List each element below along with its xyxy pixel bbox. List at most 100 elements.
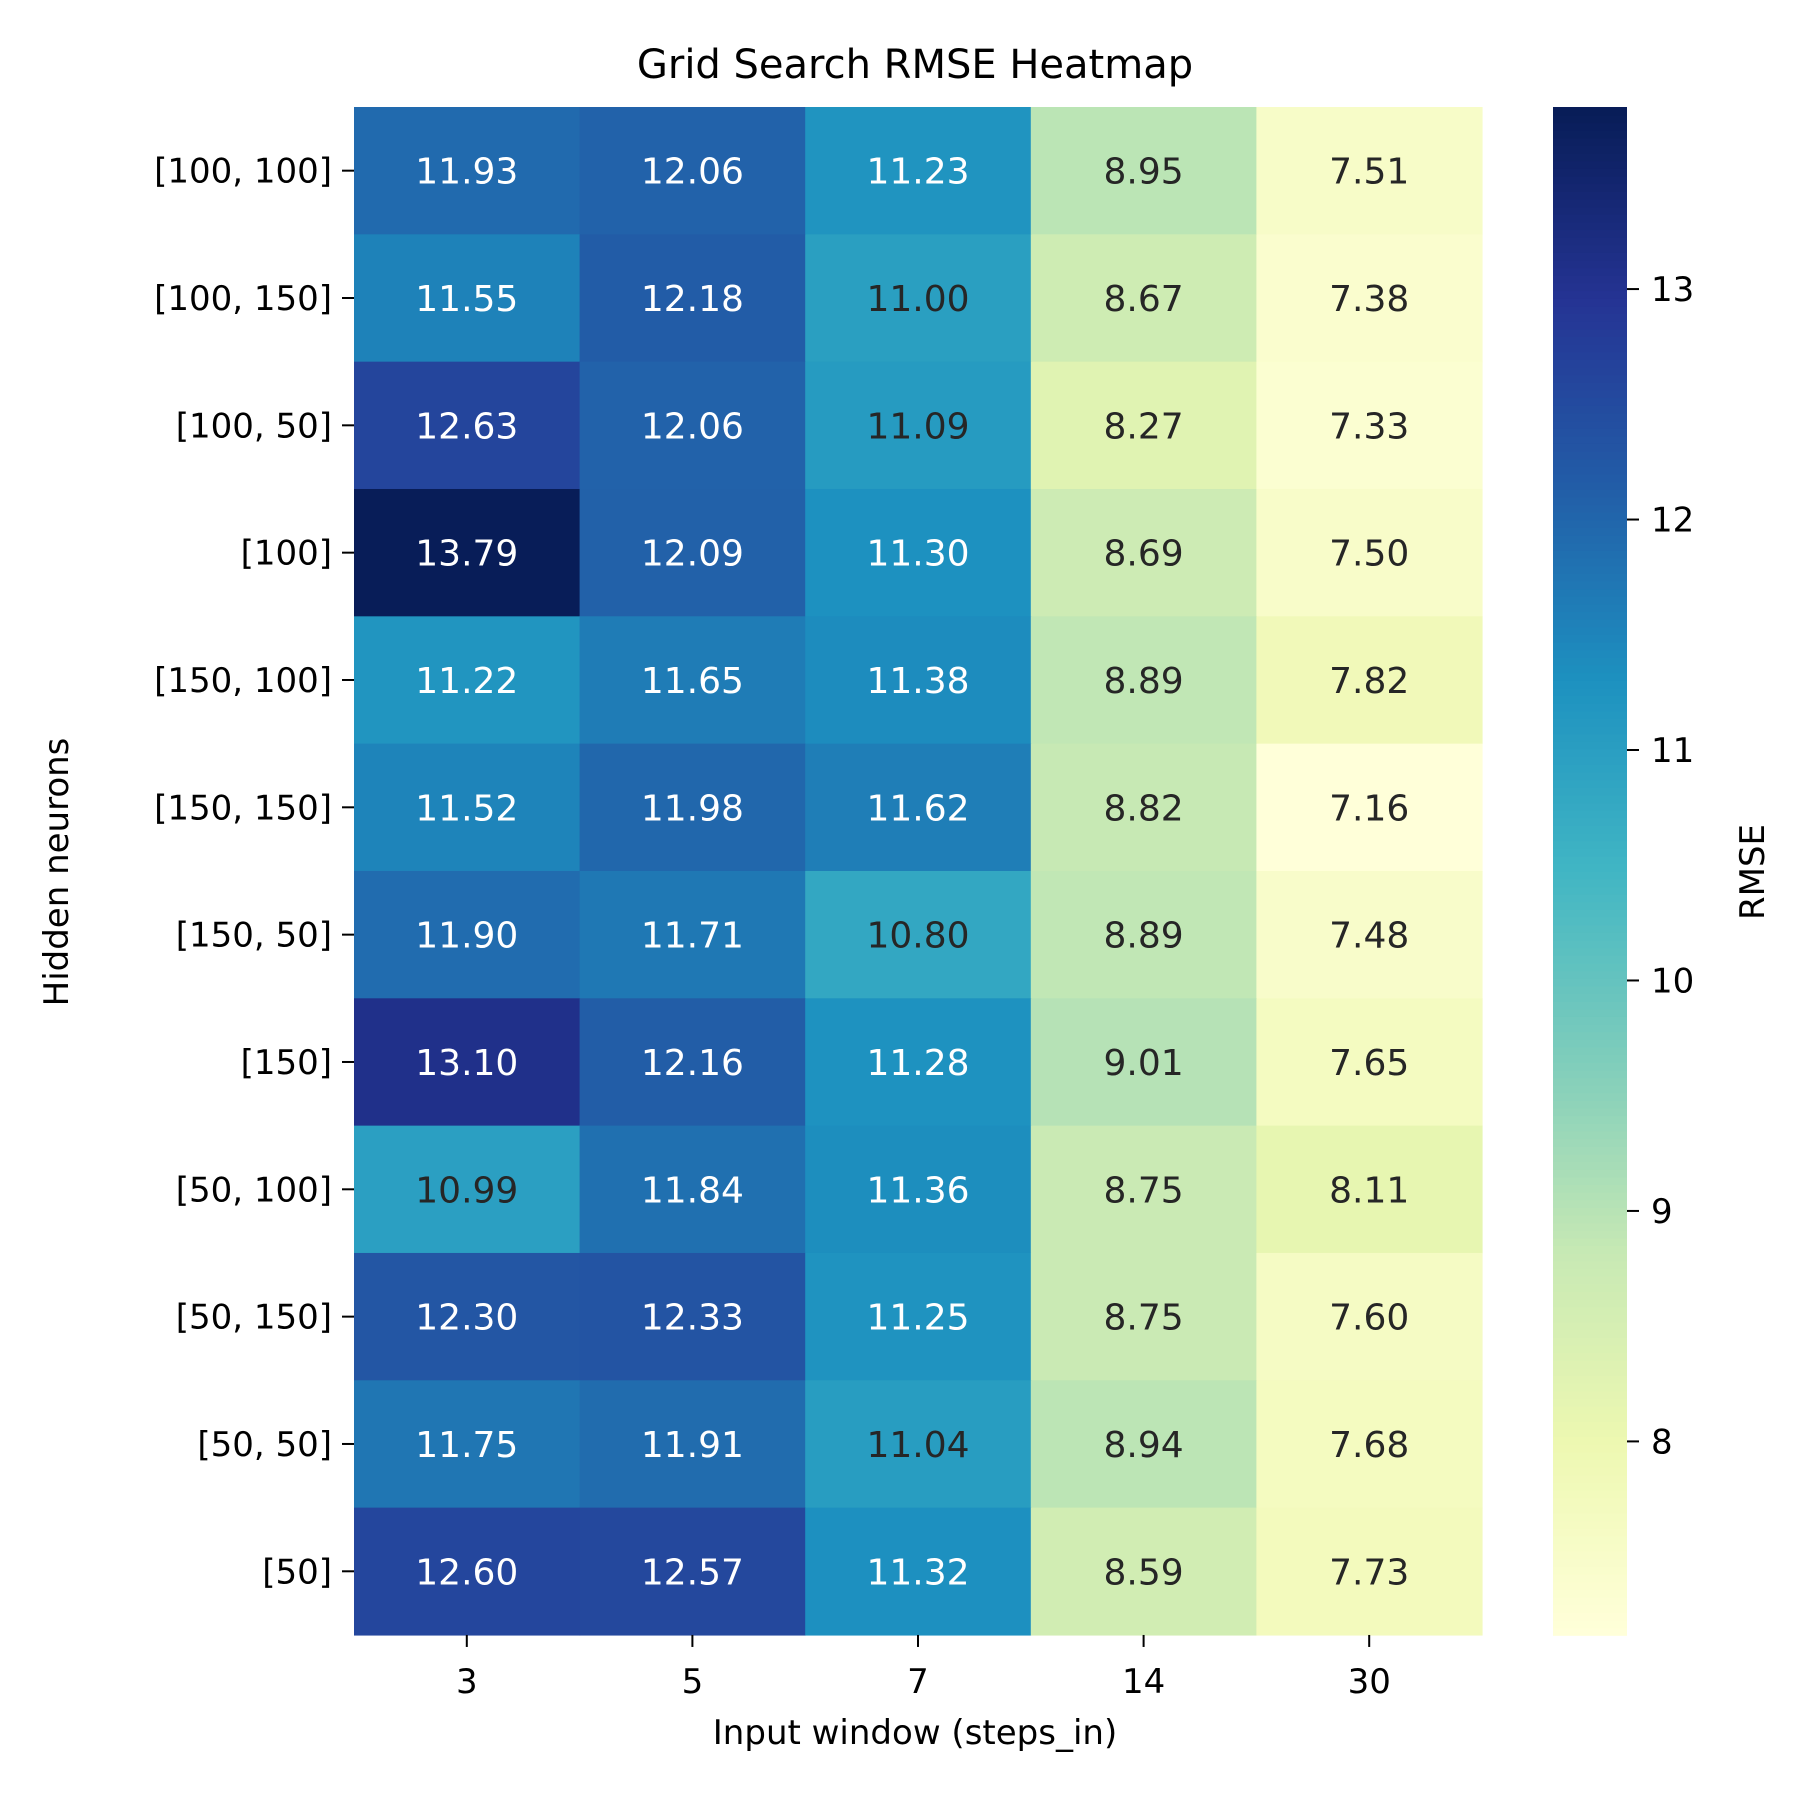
cell-value-label: 7.68 <box>1329 1425 1409 1466</box>
colorbar-segment <box>1553 1054 1627 1063</box>
colorbar-segment <box>1553 511 1627 521</box>
heatmap-cell <box>805 1125 1032 1254</box>
colorbar-segment <box>1553 1023 1627 1033</box>
heatmap-cell <box>579 743 806 872</box>
y-tick-label: [50] <box>262 1552 332 1592</box>
cell-value-label: 8.67 <box>1104 279 1184 320</box>
cell-value-label: 7.51 <box>1329 152 1409 193</box>
cell-value-label: 13.10 <box>415 1043 518 1084</box>
cell-value-label: 11.32 <box>866 1552 969 1593</box>
cell-value-label: 11.98 <box>641 788 744 829</box>
x-axis-label: Input window (steps_in) <box>713 1713 1117 1753</box>
heatmap-cell <box>805 488 1032 617</box>
colorbar-segment <box>1553 893 1627 903</box>
colorbar-segment <box>1553 1084 1627 1094</box>
colorbar-segment <box>1553 1031 1627 1040</box>
cell-value-label: 7.33 <box>1329 406 1409 447</box>
x-tick-labels: 3 5 7 14 30 <box>456 1634 1391 1702</box>
cell-value-label: 7.16 <box>1329 788 1409 829</box>
cell-value-label: 11.84 <box>641 1170 744 1211</box>
y-tick-label: [50, 100] <box>176 1170 332 1210</box>
heatmap-cell <box>354 743 581 872</box>
colorbar-segment <box>1553 1596 1627 1606</box>
cell-value-label: 11.62 <box>866 788 969 829</box>
colorbar-segment <box>1553 450 1627 460</box>
colorbar-segment <box>1553 1107 1627 1117</box>
colorbar-segment <box>1553 786 1627 796</box>
colorbar-segment <box>1553 1062 1627 1071</box>
y-tick-label: [150] <box>241 1043 332 1083</box>
heatmap-cell <box>805 234 1032 363</box>
colorbar-segment <box>1553 657 1627 666</box>
colorbar-segment <box>1553 809 1627 819</box>
colorbar-segment <box>1553 489 1627 498</box>
colorbar-segment <box>1553 1466 1627 1476</box>
heatmap-cell <box>805 743 1032 872</box>
colorbar-segment <box>1553 305 1627 315</box>
cell-value-label: 11.28 <box>866 1043 969 1084</box>
cell-value-label: 8.89 <box>1104 661 1184 702</box>
colorbar-segment <box>1553 588 1627 597</box>
cell-value-label: 10.99 <box>415 1170 518 1211</box>
heatmap-cell <box>805 616 1032 745</box>
colorbar-segment <box>1553 427 1627 437</box>
cell-value-label: 12.30 <box>415 1298 518 1339</box>
colorbar-segment <box>1553 1268 1627 1277</box>
colorbar-segment <box>1553 848 1627 857</box>
colorbar-segment <box>1553 213 1627 223</box>
colorbar-segment <box>1553 985 1627 995</box>
colorbar-segment <box>1553 1123 1627 1132</box>
heatmap-cell <box>1030 361 1257 490</box>
colorbar-segment <box>1553 710 1627 719</box>
cell-value-label: 7.50 <box>1329 534 1409 575</box>
colorbar-segment <box>1553 1612 1627 1621</box>
colorbar-segment <box>1553 955 1627 964</box>
cell-value-label: 7.48 <box>1329 916 1409 957</box>
colorbar-segment <box>1553 1558 1627 1568</box>
chart-title: Grid Search RMSE Heatmap <box>637 42 1193 88</box>
colorbar-segment <box>1553 1016 1627 1025</box>
cell-value-label: 7.60 <box>1329 1298 1409 1339</box>
colorbar-segment <box>1553 1153 1627 1163</box>
colorbar-segment <box>1553 1505 1627 1514</box>
colorbar-segment <box>1553 1451 1627 1461</box>
colorbar-segment <box>1553 702 1627 712</box>
colorbar-tick-label: 12 <box>1651 501 1694 541</box>
heatmap-cell <box>1030 616 1257 745</box>
cell-value-label: 12.16 <box>641 1043 744 1084</box>
cell-value-label: 12.18 <box>641 279 744 320</box>
colorbar-segment <box>1553 1390 1627 1399</box>
colorbar-segment <box>1553 160 1627 169</box>
colorbar-segment <box>1553 1222 1627 1231</box>
colorbar-segment <box>1553 1528 1627 1537</box>
colorbar-segment <box>1553 1367 1627 1377</box>
colorbar-segment <box>1553 1375 1627 1384</box>
cell-value-label: 10.80 <box>866 916 969 957</box>
colorbar-segment <box>1553 832 1627 842</box>
cell-value-label: 11.23 <box>866 152 969 193</box>
colorbar-segment <box>1553 863 1627 872</box>
colorbar-segment <box>1553 939 1627 949</box>
cell-value-label: 8.59 <box>1104 1552 1184 1593</box>
x-tick-label: 3 <box>456 1662 478 1702</box>
heatmap-cell <box>1256 107 1483 235</box>
cell-value-label: 11.71 <box>641 916 744 957</box>
colorbar-segment <box>1553 145 1627 154</box>
heatmap-cell <box>805 998 1032 1127</box>
colorbar-segment <box>1553 695 1627 704</box>
colorbar-segment <box>1553 1069 1627 1079</box>
colorbar-segment <box>1553 687 1627 697</box>
colorbar-segment <box>1553 1168 1627 1178</box>
heatmap-cell <box>354 1507 581 1636</box>
x-tick-label: 7 <box>907 1662 929 1702</box>
heatmap-cell <box>1256 1380 1483 1509</box>
heatmap-cell <box>1030 1507 1257 1636</box>
cell-value-label: 12.09 <box>641 534 744 575</box>
y-tick-labels: [100, 100] [100, 150] [100, 50] [100] [150, … <box>154 152 354 1592</box>
colorbar-segment <box>1553 275 1627 284</box>
x-tick-label: 5 <box>682 1662 704 1702</box>
colorbar-segment <box>1553 1520 1627 1529</box>
cell-value-label: 11.93 <box>415 152 518 193</box>
colorbar-segment <box>1553 970 1627 979</box>
